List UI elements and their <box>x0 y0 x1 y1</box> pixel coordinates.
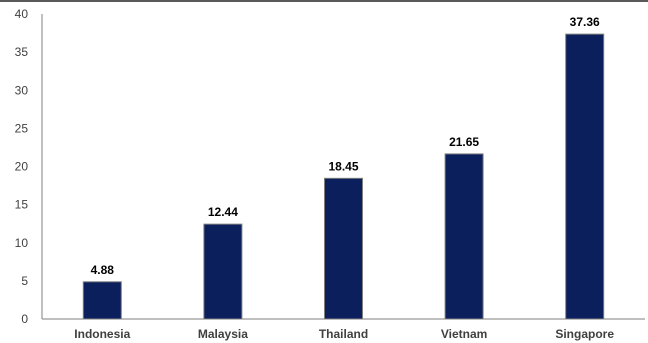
data-label-indonesia: 4.88 <box>91 263 115 277</box>
y-axis-ticks: 0 5 10 15 20 25 30 35 40 <box>15 7 29 326</box>
data-label-thailand: 18.45 <box>328 159 358 173</box>
data-labels: 4.88 12.44 18.45 21.65 37.36 <box>91 15 600 277</box>
x-tick-label-vietnam: Vietnam <box>441 327 487 341</box>
y-tick-label: 30 <box>15 83 29 97</box>
bar-vietnam <box>444 153 484 320</box>
y-tick-label: 10 <box>15 236 29 250</box>
y-tick-label: 35 <box>15 45 29 59</box>
data-label-singapore: 37.36 <box>570 15 600 29</box>
y-tick-label: 25 <box>15 121 29 135</box>
x-tick-label-thailand: Thailand <box>319 327 368 341</box>
bars <box>82 33 605 320</box>
x-tick-label-malaysia: Malaysia <box>198 327 248 341</box>
data-label-vietnam: 21.65 <box>449 135 479 149</box>
x-tick-label-singapore: Singapore <box>555 327 614 341</box>
bar-thailand <box>324 177 363 320</box>
y-tick-label: 15 <box>15 198 29 212</box>
bar-indonesia <box>82 281 122 320</box>
data-label-malaysia: 12.44 <box>208 205 238 219</box>
y-tick-label: 5 <box>21 274 28 288</box>
bar-malaysia <box>203 223 243 320</box>
x-axis-labels: Indonesia Malaysia Thailand Vietnam Singapor… <box>74 327 614 341</box>
x-tick-label-indonesia: Indonesia <box>74 327 130 341</box>
y-tick-label: 20 <box>15 160 29 174</box>
bar-singapore <box>565 33 605 320</box>
y-tick-label: 40 <box>15 7 29 21</box>
y-tick-label: 0 <box>21 312 28 326</box>
